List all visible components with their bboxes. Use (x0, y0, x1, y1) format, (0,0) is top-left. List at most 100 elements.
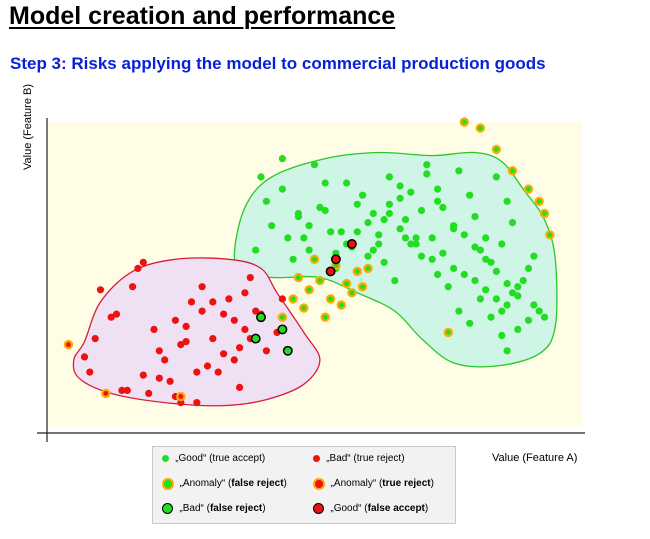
point-bad (91, 335, 99, 343)
point-good (262, 197, 270, 205)
point-good (407, 240, 415, 248)
point-good (337, 228, 345, 236)
legend-marker-good (162, 454, 170, 463)
legend-marker-anomaly-good (162, 478, 174, 490)
legend-marker-bad-in-good (162, 503, 174, 515)
point-good (305, 222, 313, 230)
point-bad-in-good (277, 324, 288, 335)
legend-item-anomaly-true-reject: „Anomaly“ (true reject) (313, 478, 434, 490)
point-anomaly-good (534, 196, 544, 206)
point-good (364, 252, 372, 260)
point-bad (220, 310, 228, 318)
point-good (460, 231, 468, 239)
point-good (498, 307, 506, 315)
point-good (535, 307, 543, 315)
point-good (455, 307, 463, 315)
point-anomaly-good (357, 282, 368, 292)
point-good (476, 295, 484, 303)
point-anomaly-good (299, 303, 309, 313)
point-bad (171, 316, 179, 324)
point-good (385, 200, 393, 208)
point-good (423, 161, 431, 169)
point-good (450, 264, 458, 272)
point-good (284, 234, 292, 242)
legend-label: „Good“ (true accept) (175, 453, 266, 464)
point-good (380, 258, 388, 266)
point-good (364, 219, 372, 227)
point-good (482, 234, 490, 242)
point-good (385, 209, 393, 218)
point-bad (112, 310, 121, 318)
point-anomaly-good (545, 230, 555, 240)
point-anomaly-good (539, 208, 550, 219)
legend-item-good-true-accept: „Good“ (true accept) (162, 453, 265, 464)
point-bad (220, 350, 228, 358)
point-bad (80, 353, 89, 361)
point-bad (193, 399, 201, 407)
point-good (471, 277, 479, 285)
point-bad (230, 316, 238, 324)
point-good (353, 228, 361, 236)
point-anomaly-good (320, 312, 330, 322)
point-good (444, 283, 452, 291)
point-bad-in-good (250, 333, 261, 344)
point-good-in-bad (325, 266, 336, 277)
point-good (369, 246, 377, 254)
point-good (369, 209, 377, 218)
point-good (401, 216, 410, 224)
point-good (492, 267, 500, 275)
point-bad (262, 347, 270, 355)
point-anomaly-good (293, 272, 304, 283)
y-axis-label: Value (Feature B) (22, 83, 34, 170)
point-anomaly-good (325, 294, 336, 304)
point-good (530, 252, 538, 260)
point-bad (198, 283, 206, 291)
point-good (310, 161, 319, 169)
point-bad (209, 335, 217, 343)
point-anomaly-good (309, 254, 320, 264)
point-good (530, 301, 538, 309)
point-good (417, 252, 426, 260)
point-anomaly-good (443, 327, 453, 338)
point-good (423, 170, 431, 178)
legend-label: „Anomaly“ ( (179, 478, 232, 490)
point-bad (198, 307, 206, 315)
point-good (471, 243, 479, 251)
legend-marker-good-in-bad (313, 503, 325, 515)
point-good (289, 255, 297, 263)
point-bad (203, 362, 212, 370)
point-bad-in-good (282, 345, 293, 356)
point-good (519, 277, 527, 285)
point-anomaly-good (347, 288, 357, 298)
point-anomaly-good (277, 312, 288, 322)
point-good (396, 225, 404, 233)
legend-label: „Bad“ ( (179, 503, 210, 515)
point-bad (193, 368, 201, 376)
point-anomaly-good (475, 123, 486, 133)
point-good (514, 292, 522, 300)
point-good (503, 301, 511, 309)
point-good (460, 270, 468, 279)
point-good (514, 325, 522, 333)
point-bad (241, 289, 249, 297)
point-good (471, 213, 479, 221)
point-good (375, 240, 383, 248)
point-anomaly-good (304, 285, 314, 295)
point-good (524, 316, 533, 324)
bad-region (72, 257, 321, 407)
point-anomaly-good (336, 300, 346, 310)
legend-label: „Bad“ (true reject) (326, 453, 405, 464)
point-good-in-bad (330, 254, 341, 265)
point-good (540, 313, 549, 321)
point-good (466, 191, 474, 199)
point-good (268, 222, 276, 230)
point-bad (123, 386, 131, 394)
point-bad (241, 325, 249, 333)
point-bad-in-good (256, 312, 266, 323)
legend-label: „Good“ ( (330, 503, 368, 515)
point-good (294, 213, 302, 221)
point-good (466, 319, 474, 327)
point-good (428, 255, 436, 263)
point-bad (182, 322, 190, 330)
